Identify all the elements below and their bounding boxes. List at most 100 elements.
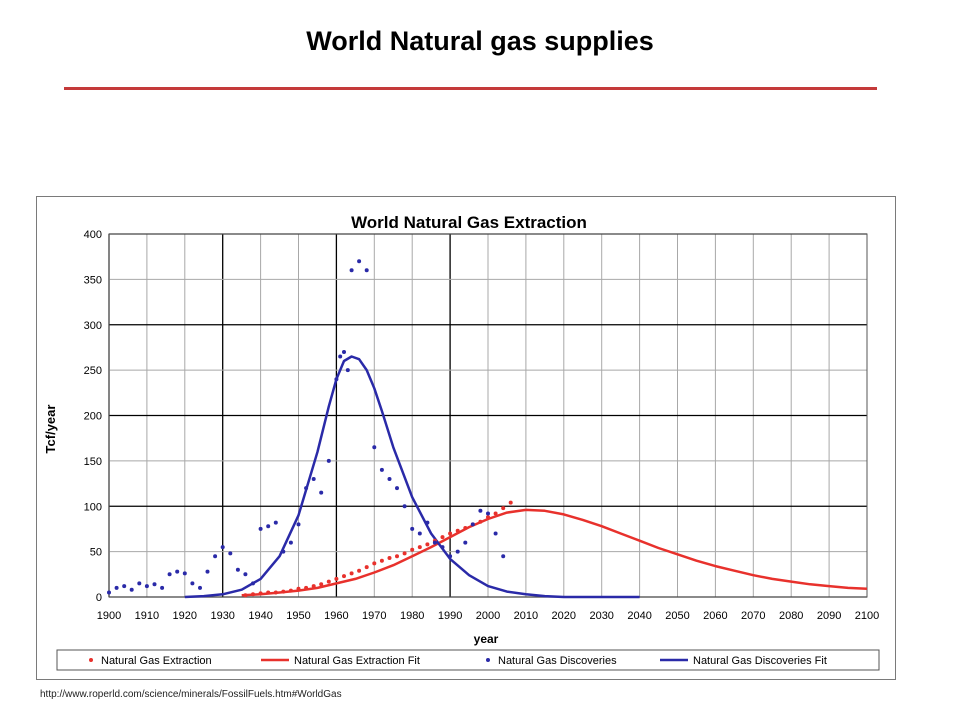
- data-point-natural-gas-extraction: [501, 506, 506, 511]
- data-point-natural-gas-discoveries: [228, 551, 233, 556]
- x-tick-label: 2060: [703, 610, 727, 622]
- data-point-natural-gas-discoveries: [395, 486, 399, 491]
- data-point-natural-gas-extraction: [266, 590, 271, 595]
- legend-marker-discoveries: [486, 658, 490, 662]
- data-point-natural-gas-discoveries: [205, 569, 210, 574]
- data-point-natural-gas-extraction: [258, 591, 263, 596]
- data-point-natural-gas-discoveries: [470, 522, 475, 527]
- data-point-natural-gas-discoveries: [311, 477, 316, 481]
- x-tick-label: 2090: [817, 610, 841, 622]
- slide-title: World Natural gas supplies: [306, 26, 654, 56]
- data-point-natural-gas-discoveries: [349, 268, 354, 273]
- data-point-natural-gas-extraction: [508, 500, 513, 505]
- y-tick-label: 350: [84, 274, 102, 286]
- x-tick-label: 2020: [552, 610, 576, 622]
- data-point-natural-gas-discoveries: [342, 350, 346, 354]
- data-point-natural-gas-extraction: [288, 588, 293, 593]
- chart-frame: World Natural Gas Extraction Tcf/year ye…: [36, 196, 896, 680]
- data-point-natural-gas-discoveries: [160, 585, 165, 590]
- data-point-natural-gas-extraction: [273, 590, 278, 595]
- y-tick-label: 300: [84, 320, 102, 332]
- data-point-natural-gas-discoveries: [478, 508, 483, 513]
- series-line-natural-gas-discoveries-fit: [184, 355, 640, 599]
- data-point-natural-gas-discoveries: [387, 477, 392, 481]
- data-point-natural-gas-extraction: [334, 576, 339, 581]
- x-tick-label: 1920: [173, 610, 197, 622]
- data-point-natural-gas-extraction: [349, 571, 354, 576]
- data-point-natural-gas-extraction: [486, 515, 490, 520]
- title-rule: [64, 87, 877, 90]
- data-point-natural-gas-discoveries: [281, 549, 286, 554]
- data-point-natural-gas-discoveries: [338, 354, 343, 359]
- tick-labels: 1900 1910 1920 1930 1940 1950 1960 1970 1980 1990…: [84, 229, 880, 622]
- plot-border: [108, 233, 868, 598]
- data-point-natural-gas-discoveries: [319, 490, 324, 495]
- data-point-natural-gas-extraction: [379, 558, 384, 563]
- data-point-natural-gas-discoveries: [379, 467, 384, 472]
- legend-label-discoveries: Natural Gas Discoveries: [498, 655, 617, 667]
- x-tick-label: 2030: [589, 610, 613, 622]
- data-point-natural-gas-discoveries: [114, 585, 119, 590]
- data-point-natural-gas-extraction: [319, 582, 324, 587]
- data-point-natural-gas-discoveries: [364, 268, 369, 273]
- legend-label-extraction-fit: Natural Gas Extraction Fit: [294, 655, 420, 667]
- data-point-natural-gas-extraction: [425, 542, 430, 547]
- data-point-natural-gas-extraction: [387, 556, 392, 560]
- grid: [108, 233, 868, 598]
- x-tick-label: 1940: [248, 610, 272, 622]
- x-tick-label: 2100: [855, 610, 879, 622]
- source-url: http://www.roperld.com/science/minerals/…: [40, 689, 342, 700]
- data-point-natural-gas-discoveries: [213, 554, 218, 559]
- data-point-natural-gas-discoveries: [175, 569, 180, 574]
- x-tick-label: 1950: [286, 610, 310, 622]
- data-point-natural-gas-discoveries: [122, 584, 127, 589]
- data-point-natural-gas-discoveries: [304, 486, 309, 491]
- data-point-natural-gas-discoveries: [251, 581, 255, 586]
- data-point-natural-gas-extraction: [478, 519, 483, 524]
- chart-title: World Natural Gas Extraction: [351, 213, 587, 232]
- x-tick-label: 1900: [97, 610, 121, 622]
- data-point-natural-gas-extraction: [251, 592, 255, 597]
- legend-marker-extraction: [89, 658, 93, 662]
- x-tick-label: 2070: [741, 610, 765, 622]
- y-axis-label: Tcf/year: [43, 405, 58, 454]
- data-point-natural-gas-discoveries: [266, 524, 271, 529]
- data-point-natural-gas-discoveries: [372, 445, 377, 450]
- data-point-natural-gas-discoveries: [425, 520, 430, 525]
- data-point-natural-gas-discoveries: [402, 504, 407, 509]
- data-point-natural-gas-discoveries: [334, 377, 339, 382]
- y-tick-label: 100: [84, 501, 102, 513]
- series-line-natural-gas-extraction-fit: [241, 508, 868, 597]
- data-point-natural-gas-discoveries: [486, 511, 490, 516]
- y-tick-label: 250: [84, 365, 102, 377]
- data-point-natural-gas-extraction: [410, 547, 415, 552]
- data-point-natural-gas-discoveries: [357, 259, 362, 264]
- data-point-natural-gas-discoveries: [493, 531, 498, 536]
- data-point-natural-gas-discoveries: [190, 581, 195, 586]
- data-point-natural-gas-discoveries: [273, 520, 278, 525]
- x-tick-label: 1930: [210, 610, 234, 622]
- y-tick-label: 200: [84, 411, 102, 423]
- data-point-natural-gas-discoveries: [137, 581, 142, 586]
- data-point-natural-gas-discoveries: [220, 545, 225, 550]
- data-point-natural-gas-discoveries: [167, 572, 172, 577]
- data-point-natural-gas-discoveries: [129, 587, 134, 592]
- data-point-natural-gas-discoveries: [326, 458, 331, 463]
- data-point-natural-gas-extraction: [281, 589, 286, 594]
- data-point-natural-gas-discoveries: [296, 522, 301, 527]
- x-tick-label: 2000: [476, 610, 500, 622]
- x-tick-label: 1910: [135, 610, 159, 622]
- data-point-natural-gas-extraction: [304, 585, 309, 590]
- x-tick-label: 1960: [324, 610, 348, 622]
- data-point-natural-gas-extraction: [326, 579, 331, 584]
- data-point-natural-gas-discoveries: [144, 584, 149, 589]
- data-point-natural-gas-discoveries: [455, 549, 460, 554]
- data-point-natural-gas-discoveries: [417, 531, 422, 536]
- x-tick-label: 1980: [400, 610, 424, 622]
- x-tick-label: 2010: [514, 610, 538, 622]
- data-point-natural-gas-extraction: [243, 593, 248, 598]
- data-point-natural-gas-extraction: [342, 574, 346, 579]
- data-point-natural-gas-extraction: [395, 554, 399, 559]
- data-point-natural-gas-extraction: [440, 535, 445, 540]
- data-point-natural-gas-discoveries: [432, 540, 437, 545]
